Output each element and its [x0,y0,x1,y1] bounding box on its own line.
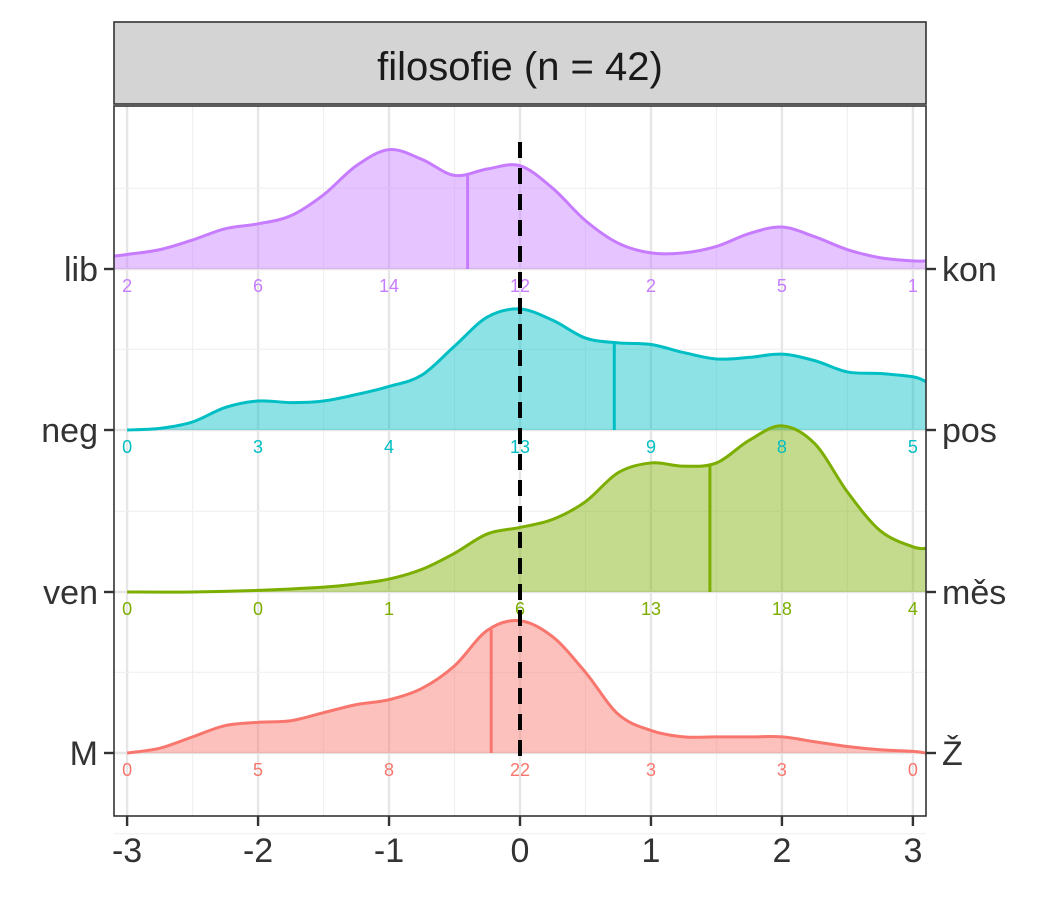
count-label: 8 [384,760,394,780]
density-area-neg [127,308,927,430]
count-label: 0 [253,599,263,619]
left-category-label: ven [43,574,98,612]
count-label: 0 [908,760,918,780]
count-label: 2 [122,276,132,296]
left-category-label: M [70,735,98,773]
count-label: 3 [253,437,263,457]
count-label: 5 [253,760,263,780]
facet-strip-background [113,21,927,105]
count-label: 6 [253,276,263,296]
x-tick-label: -2 [243,832,273,870]
count-label: 5 [908,437,918,457]
right-category-label: pos [942,412,997,450]
right-category-label: kon [942,251,997,289]
x-tick-label: 2 [772,832,791,870]
mean-lines [466,172,712,753]
left-category-label: lib [64,251,98,289]
facet-title: filosofie (n = 42) [377,45,663,89]
x-tick-label: 0 [511,832,530,870]
count-labels: 2614122510341398500161318405822330 [122,276,918,780]
count-label: 13 [641,599,661,619]
count-label: 18 [772,599,792,619]
count-label: 13 [510,437,530,457]
density-line-M [126,619,927,755]
count-label: 14 [379,276,399,296]
count-label: 9 [646,437,656,457]
count-label: 8 [777,437,787,457]
left-category-label: neg [41,412,98,450]
count-label: 1 [384,599,394,619]
density-line-neg [127,307,927,432]
count-label: 3 [646,760,656,780]
right-category-label: Ž [942,735,963,773]
count-label: 3 [777,760,787,780]
count-label: 0 [122,760,132,780]
count-label: 0 [122,437,132,457]
count-label: 4 [384,437,394,457]
x-tick-label: -1 [374,832,404,870]
density-area-ven [127,425,927,593]
count-label: 22 [510,760,530,780]
count-label: 1 [908,276,918,296]
count-label: 5 [777,276,787,296]
count-label: 6 [515,599,525,619]
facet-strip: filosofie (n = 42) [113,21,927,105]
x-tick-label: -3 [112,832,142,870]
density-line-ven [127,424,927,594]
count-label: 4 [908,599,918,619]
count-label: 0 [122,599,132,619]
x-tick-label: 3 [903,832,922,870]
density-area-M [127,620,927,753]
x-tick-label: 1 [642,832,661,870]
right-category-label: měs [942,574,1006,612]
density-line-lib [113,148,927,263]
axes: -3 -2 -1 0 1 2 3 lib kon neg pos ven měs M Ž [41,251,1006,870]
count-label: 2 [646,276,656,296]
